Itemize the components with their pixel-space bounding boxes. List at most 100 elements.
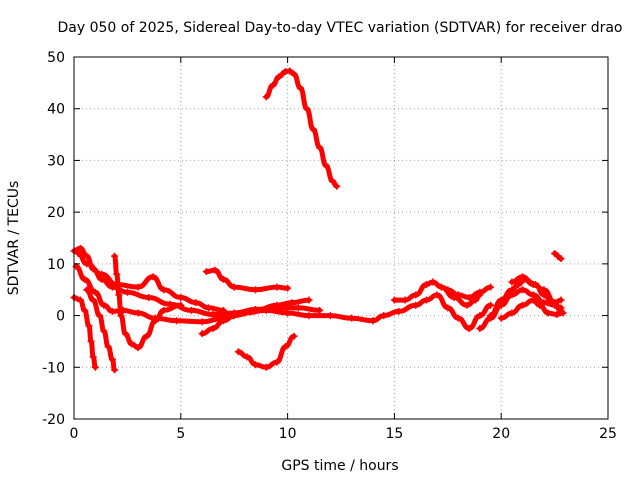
data-point [305,312,313,320]
data-point [273,358,281,366]
data-point [476,288,484,296]
data-point [91,288,99,296]
data-point [412,291,420,299]
data-point [557,304,565,312]
data-point [87,337,95,345]
data-point [202,268,210,276]
data-point [305,296,313,304]
series-arc-17 [508,273,565,307]
data-point [508,309,516,317]
data-point [85,322,93,330]
series-arc-14 [476,286,565,332]
data-point [551,250,559,258]
data-point [76,296,84,304]
data-point [487,301,495,309]
data-point [514,281,522,289]
data-point [104,343,112,351]
data-point [508,278,516,286]
data-point [553,311,561,319]
x-tick-label: 25 [599,426,617,442]
data-point [74,250,82,258]
data-point [296,84,304,92]
data-point [187,306,195,314]
series-line [236,333,297,370]
data-point [540,286,548,294]
data-point [476,312,484,320]
data-point [322,162,330,170]
data-point [96,312,104,320]
data-point [529,296,537,304]
data-point [401,296,409,304]
data-point [177,301,185,309]
series-arc-7 [74,250,228,314]
data-point [333,182,341,190]
data-point [252,286,260,294]
series-arc-18 [551,250,565,263]
data-point [309,125,317,133]
data-point [422,296,430,304]
data-point [145,293,153,301]
y-tick-label: 20 [47,205,65,221]
data-point [348,314,356,322]
data-point [230,312,238,320]
data-point [211,266,219,274]
data-point [508,286,516,294]
data-point [437,283,445,291]
data-point [220,275,228,283]
data-point [433,291,441,299]
data-point [529,281,537,289]
data-point [326,312,334,320]
data-point [519,286,527,294]
series-arc-5 [83,286,119,374]
data-point [81,306,89,314]
x-tick-label: 5 [176,426,185,442]
data-point [412,301,420,309]
data-point [252,306,260,314]
series-line [391,279,483,308]
data-point [519,301,527,309]
data-point [234,348,242,356]
data-point [290,332,298,340]
data-point [198,318,206,326]
data-point [316,306,324,314]
data-point [177,293,185,301]
data-series [70,67,567,374]
data-point [100,327,108,335]
data-point [121,330,129,338]
data-point [243,353,251,361]
data-point [557,296,565,304]
data-point [487,312,495,320]
data-point [316,144,324,151]
data-point [465,293,473,301]
data-point [497,296,505,304]
x-tick-label: 0 [70,426,79,442]
data-point [134,309,142,317]
data-point [444,286,452,294]
data-point [98,270,106,278]
data-point [220,317,228,325]
grid [74,57,608,419]
data-point [209,311,217,319]
data-point [262,93,270,101]
series-arc-4 [70,293,99,371]
y-tick-label: -10 [42,360,65,376]
data-point [544,309,552,317]
data-point [220,306,228,314]
data-point [111,252,119,260]
data-point [134,283,142,291]
y-tick-label: 40 [47,102,65,118]
series-arc-13 [444,283,495,301]
y-tick-label: 10 [47,257,65,273]
y-axis-label: SDTVAR / TECUs [6,181,22,296]
x-axis-label: GPS time / hours [281,458,398,474]
data-point [288,299,296,307]
data-point [149,273,157,281]
series-arc-16 [497,296,567,322]
data-point [230,283,238,291]
data-point [286,67,294,75]
y-tick-label: 30 [47,153,65,169]
data-point [395,307,403,315]
data-point [380,312,388,320]
data-point [262,363,270,371]
data-point [128,340,136,348]
